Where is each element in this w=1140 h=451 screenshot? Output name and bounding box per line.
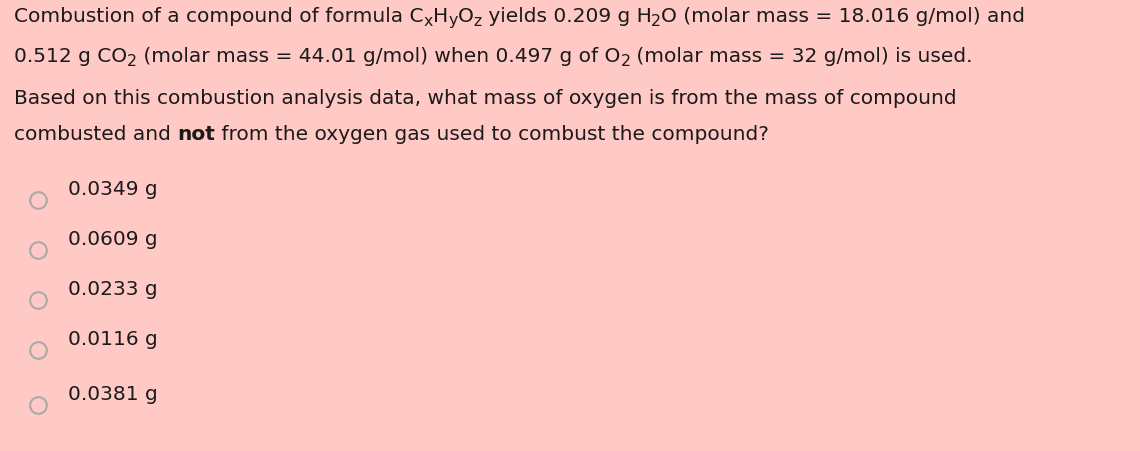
Text: y: y — [448, 14, 457, 28]
Text: z: z — [473, 14, 481, 28]
Text: O (molar mass = 18.016 g/mol) and: O (molar mass = 18.016 g/mol) and — [661, 7, 1025, 26]
Text: 0.0116 g: 0.0116 g — [68, 330, 157, 349]
Text: combusted and: combusted and — [14, 125, 177, 144]
Text: 0.0349 g: 0.0349 g — [68, 180, 157, 199]
Text: not: not — [177, 125, 215, 144]
Text: 2: 2 — [620, 54, 630, 69]
Text: 0.512 g CO: 0.512 g CO — [14, 47, 128, 66]
Text: 2: 2 — [651, 14, 661, 28]
Text: x: x — [423, 14, 433, 28]
Text: yields 0.209 g H: yields 0.209 g H — [481, 7, 651, 26]
Text: O: O — [457, 7, 473, 26]
Text: 2: 2 — [128, 54, 137, 69]
Text: from the oxygen gas used to combust the compound?: from the oxygen gas used to combust the … — [215, 125, 770, 144]
Text: H: H — [433, 7, 448, 26]
Text: Combustion of a compound of formula C: Combustion of a compound of formula C — [14, 7, 423, 26]
Text: (molar mass = 44.01 g/mol) when 0.497 g of O: (molar mass = 44.01 g/mol) when 0.497 g … — [137, 47, 620, 66]
Text: 0.0233 g: 0.0233 g — [68, 280, 157, 299]
Text: 0.0609 g: 0.0609 g — [68, 230, 157, 249]
Text: (molar mass = 32 g/mol) is used.: (molar mass = 32 g/mol) is used. — [630, 47, 974, 66]
Text: 0.0381 g: 0.0381 g — [68, 385, 157, 404]
Text: Based on this combustion analysis data, what mass of oxygen is from the mass of : Based on this combustion analysis data, … — [14, 89, 956, 108]
